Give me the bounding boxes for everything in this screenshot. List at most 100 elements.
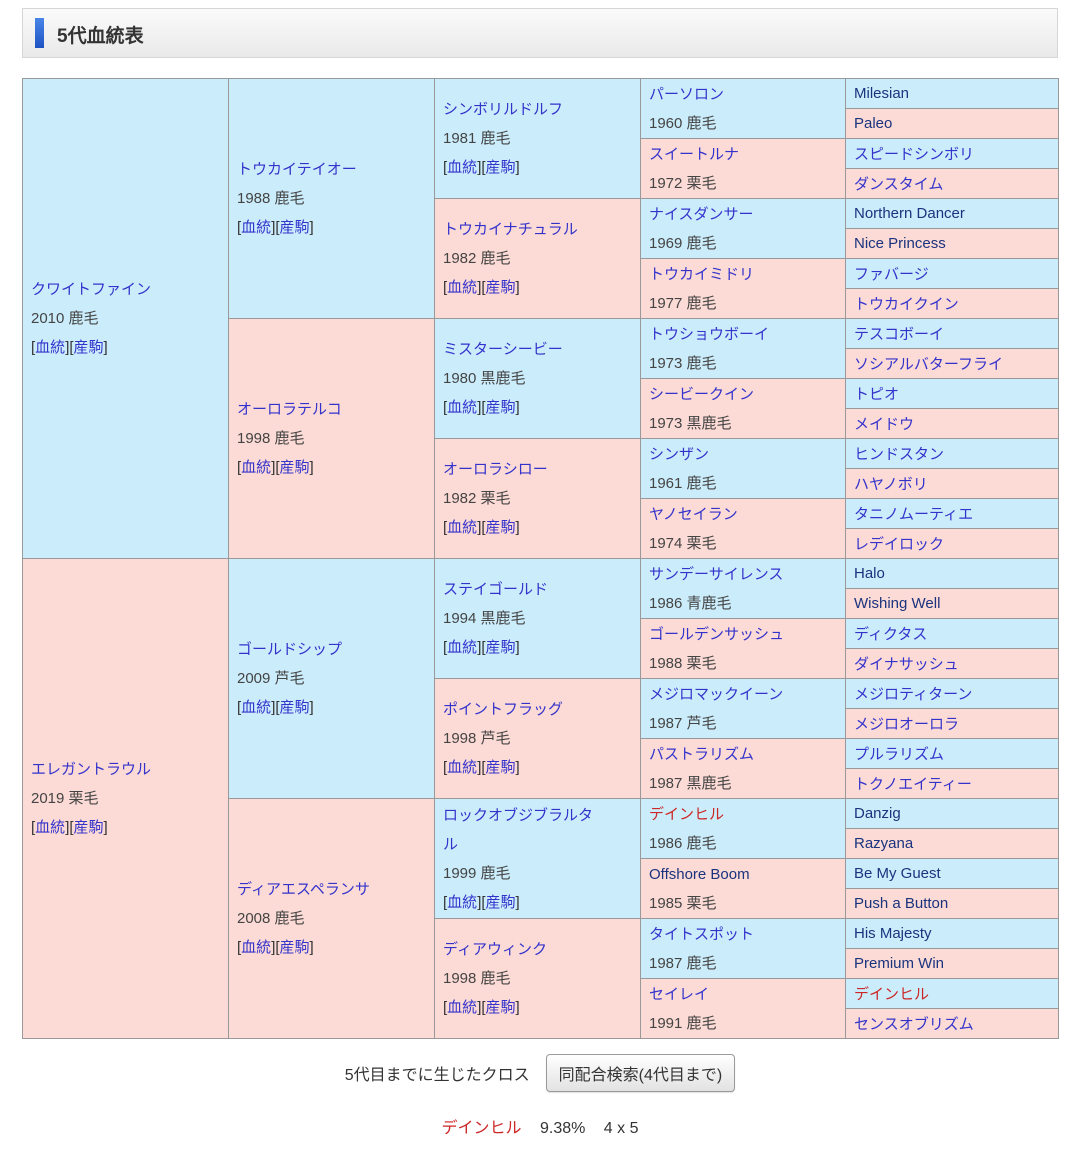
horse-name-link[interactable]: トピオ <box>854 386 900 403</box>
horse-name-link[interactable]: トウショウボーイ <box>649 325 770 343</box>
horse-name-link[interactable]: ヤノセイラン <box>649 505 738 523</box>
horse-name-link[interactable]: Paleo <box>854 115 893 132</box>
offspring-link[interactable]: 産駒 <box>279 459 310 476</box>
horse-name-link[interactable]: Push a Button <box>854 895 949 912</box>
horse-name-link[interactable]: ヒンドスタン <box>854 446 945 463</box>
horse-name-link[interactable]: デインヒル <box>649 805 725 823</box>
horse-name-link[interactable]: サンデーサイレンス <box>649 565 784 583</box>
horse-name-line: セイレイ <box>649 980 841 1009</box>
offspring-link[interactable]: 産駒 <box>485 639 516 657</box>
blood-link[interactable]: 血統 <box>241 939 272 956</box>
bracket: ] <box>309 219 314 236</box>
offspring-link[interactable]: 産駒 <box>73 819 104 836</box>
bracket: ] <box>515 639 520 657</box>
pedigree-cell-gen5-20: ダイナサッシュ <box>845 648 1059 679</box>
horse-name-link[interactable]: Premium Win <box>854 955 945 972</box>
horse-name-link[interactable]: タニノムーティエ <box>854 506 974 523</box>
horse-name-link[interactable]: メジロオーロラ <box>854 716 960 733</box>
offspring-link[interactable]: 産駒 <box>485 759 516 777</box>
horse-name-link[interactable]: ディクタス <box>854 626 928 643</box>
offspring-link[interactable]: 産駒 <box>279 699 310 716</box>
horse-name-link[interactable]: エレガントラウル <box>31 761 152 778</box>
horse-name-link[interactable]: シンボリルドルフ <box>443 101 564 119</box>
blood-link[interactable]: 血統 <box>447 999 478 1017</box>
horse-name-link[interactable]: ポイントフラッグ <box>443 701 564 719</box>
blood-link[interactable]: 血統 <box>241 219 272 236</box>
horse-name-link[interactable]: Nice Princess <box>854 235 946 252</box>
horse-name-link[interactable]: トウカイミドリ <box>649 265 755 283</box>
horse-name-link[interactable]: オーロラシロー <box>443 461 548 479</box>
blood-link[interactable]: 血統 <box>447 893 478 911</box>
horse-name-link[interactable]: ソシアルバターフライ <box>854 356 1003 373</box>
horse-name-link[interactable]: センスオブリズム <box>854 1016 974 1033</box>
offspring-link[interactable]: 産駒 <box>485 279 516 297</box>
blood-link[interactable]: 血統 <box>447 639 478 657</box>
horse-name-link[interactable]: レデイロック <box>854 536 945 553</box>
horse-name-link[interactable]: Be My Guest <box>854 865 941 882</box>
horse-name-link[interactable]: Offshore Boom <box>649 865 750 883</box>
blood-link[interactable]: 血統 <box>35 339 66 356</box>
horse-name-link[interactable]: ミスターシービー <box>443 341 563 359</box>
horse-name-link[interactable]: クワイトファイン <box>31 281 152 298</box>
horse-name-link[interactable]: ファバージ <box>854 266 929 283</box>
horse-name-link[interactable]: ゴールドシップ <box>237 641 343 658</box>
horse-name-link[interactable]: オーロラテルコ <box>237 401 342 418</box>
horse-name-link[interactable]: ディアウィンク <box>443 941 547 959</box>
horse-name-link[interactable]: ナイスダンサー <box>649 205 754 223</box>
blood-link[interactable]: 血統 <box>447 279 478 297</box>
horse-name-link[interactable]: Danzig <box>854 805 901 822</box>
horse-name-link[interactable]: セイレイ <box>649 985 710 1003</box>
horse-name-link[interactable]: タイトスポット <box>649 925 755 943</box>
horse-name-link[interactable]: トウカイテイオー <box>237 161 357 178</box>
horse-name-link[interactable]: テスコボーイ <box>854 326 945 343</box>
horse-name-link[interactable]: ロックオブジブラルタル <box>443 806 594 853</box>
horse-name-link[interactable]: メジロマックイーン <box>649 685 784 703</box>
offspring-link[interactable]: 産駒 <box>279 219 310 236</box>
horse-name-link[interactable]: スピードシンボリ <box>854 146 975 163</box>
cross-horse-name[interactable]: デインヒル <box>441 1120 522 1137</box>
blood-link[interactable]: 血統 <box>447 159 478 177</box>
horse-name-link[interactable]: パストラリズム <box>649 745 755 763</box>
offspring-link[interactable]: 産駒 <box>485 159 516 177</box>
horse-name-link[interactable]: ダイナサッシュ <box>854 656 959 673</box>
horse-name-link[interactable]: スイートルナ <box>649 145 740 163</box>
horse-name-link[interactable]: Razyana <box>854 835 914 852</box>
horse-name-link[interactable]: His Majesty <box>854 925 932 942</box>
offspring-link[interactable]: 産駒 <box>485 893 516 911</box>
offspring-link[interactable]: 産駒 <box>485 519 516 537</box>
horse-name-link[interactable]: シービークイン <box>649 385 755 403</box>
bracket: [ <box>69 819 74 836</box>
horse-name-link[interactable]: トウカイナチュラル <box>443 221 578 239</box>
pedigree-cell-gen4-11: メジロマックイーン 1987 芦毛 <box>640 678 846 739</box>
horse-name-link[interactable]: パーソロン <box>649 85 725 103</box>
horse-name-link[interactable]: メジロティターン <box>854 686 973 703</box>
horse-name-link[interactable]: Milesian <box>854 85 910 102</box>
blood-link[interactable]: 血統 <box>35 819 66 836</box>
horse-year-coat: 1977 鹿毛 <box>649 294 717 312</box>
offspring-link[interactable]: 産駒 <box>485 399 516 417</box>
horse-name-link[interactable]: Halo <box>854 565 885 582</box>
blood-link[interactable]: 血統 <box>447 759 478 777</box>
horse-name-link[interactable]: Northern Dancer <box>854 205 965 222</box>
horse-name-link[interactable]: ダンスタイム <box>854 176 944 193</box>
horse-name-link[interactable]: シンザン <box>649 445 710 463</box>
blood-link[interactable]: 血統 <box>447 519 478 537</box>
horse-name-link[interactable]: プルラリズム <box>854 746 945 763</box>
horse-name-line: ディアウィンク <box>443 935 636 965</box>
horse-name-link[interactable]: トクノエイティー <box>854 776 972 793</box>
horse-name-link[interactable]: ステイゴールド <box>443 581 549 599</box>
horse-name-link[interactable]: トウカイクイン <box>854 296 959 313</box>
horse-name-link[interactable]: ハヤノボリ <box>854 476 928 493</box>
offspring-link[interactable]: 産駒 <box>279 939 310 956</box>
horse-name-link[interactable]: ディアエスペランサ <box>237 881 370 898</box>
same-mating-search-button[interactable]: 同配合検索(4代目まで) <box>545 1054 736 1092</box>
horse-name-link[interactable]: ゴールデンサッシュ <box>649 625 785 643</box>
horse-name-link[interactable]: Wishing Well <box>854 595 941 612</box>
blood-link[interactable]: 血統 <box>241 699 272 716</box>
horse-name-link[interactable]: デインヒル <box>854 986 930 1003</box>
blood-link[interactable]: 血統 <box>447 399 478 417</box>
horse-name-link[interactable]: メイドウ <box>854 416 915 433</box>
blood-link[interactable]: 血統 <box>241 459 272 476</box>
offspring-link[interactable]: 産駒 <box>73 339 104 356</box>
offspring-link[interactable]: 産駒 <box>485 999 516 1017</box>
